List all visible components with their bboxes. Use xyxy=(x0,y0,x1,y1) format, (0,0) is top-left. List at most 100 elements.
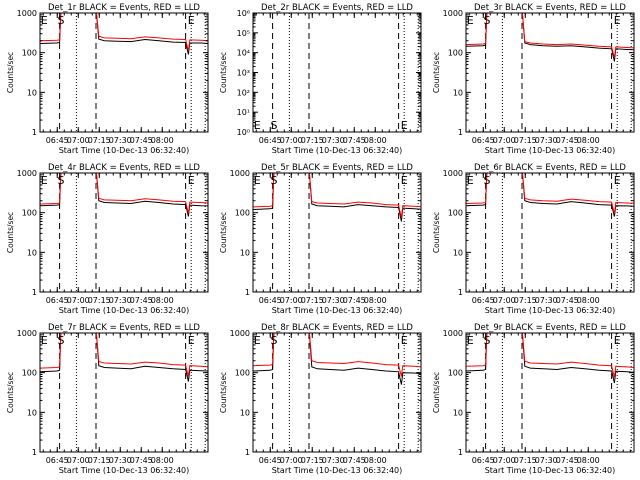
event-marker-e: E xyxy=(41,174,48,187)
chart-title: Det_8r BLACK = Events, RED = LLD xyxy=(261,323,413,333)
y-axis-label: Counts/sec xyxy=(432,52,441,93)
x-axis-label: Start Time (10-Dec-13 06:32:40) xyxy=(59,466,190,475)
plot-frame xyxy=(465,12,635,133)
plot-frame xyxy=(252,172,422,293)
y-tick-label: 1000 xyxy=(443,169,463,178)
y-tick-label: 10 xyxy=(27,248,37,257)
y-tick-label: 100 xyxy=(448,209,463,218)
series-line-lld xyxy=(40,173,208,214)
plot-frame xyxy=(252,12,422,133)
y-axis-label: Counts/sec xyxy=(219,52,228,93)
x-axis-label: Start Time (10-Dec-13 06:32:40) xyxy=(485,466,616,475)
x-tick-label: 08:00 xyxy=(364,296,387,305)
y-axis-label: Counts/sec xyxy=(432,212,441,253)
x-tick-label: 07:15 xyxy=(514,296,537,305)
x-tick-label: 07:15 xyxy=(514,136,537,145)
y-tick-label: 1 xyxy=(458,288,463,297)
event-marker-s: S xyxy=(484,334,491,347)
event-marker-e: E xyxy=(188,334,195,347)
chart-title: Det_1r BLACK = Events, RED = LLD xyxy=(48,3,200,13)
y-tick-label: 100 xyxy=(22,369,37,378)
event-marker-s: S xyxy=(484,14,491,27)
x-axis-label: Start Time (10-Dec-13 06:32:40) xyxy=(272,146,403,155)
event-marker-s: S xyxy=(271,174,278,187)
event-marker-s: S xyxy=(58,174,65,187)
series-line-events xyxy=(253,333,421,385)
chart-title: Det_5r BLACK = Events, RED = LLD xyxy=(261,163,413,173)
x-tick-label: 07:45 xyxy=(556,456,579,465)
event-marker-s: S xyxy=(271,334,278,347)
x-tick-label: 07:30 xyxy=(109,136,132,145)
x-tick-label: 07:30 xyxy=(109,456,132,465)
x-axis-label: Start Time (10-Dec-13 06:32:40) xyxy=(485,306,616,315)
event-marker-s: S xyxy=(484,174,491,187)
y-tick-label: 1000 xyxy=(443,329,463,338)
event-marker-e: E xyxy=(467,14,474,27)
event-marker-e: E xyxy=(467,174,474,187)
y-tick-label: 10 xyxy=(240,408,250,417)
y-tick-label: 10 xyxy=(453,88,463,97)
event-marker-e: E xyxy=(41,14,48,27)
x-tick-label: 07:00 xyxy=(493,296,516,305)
x-tick-label: 07:15 xyxy=(301,456,324,465)
y-tick-label: 100 xyxy=(448,369,463,378)
series-line-events xyxy=(466,13,634,62)
x-tick-label: 07:30 xyxy=(109,296,132,305)
y-tick-label: 10² xyxy=(237,88,250,97)
x-tick-label: 08:00 xyxy=(151,296,174,305)
y-axis-label: Counts/sec xyxy=(432,372,441,413)
plot-frame xyxy=(39,12,209,133)
event-marker-e: E xyxy=(254,174,261,187)
event-marker-e: E xyxy=(41,334,48,347)
x-tick-label: 06:45 xyxy=(259,456,282,465)
y-tick-label: 1000 xyxy=(17,9,37,18)
y-tick-label: 10⁵ xyxy=(237,29,250,38)
plot-frame xyxy=(39,332,209,453)
x-axis-label: Start Time (10-Dec-13 06:32:40) xyxy=(272,306,403,315)
x-tick-label: 07:15 xyxy=(88,136,111,145)
plot-frame xyxy=(465,332,635,453)
x-tick-label: 07:15 xyxy=(88,456,111,465)
x-tick-label: 07:30 xyxy=(322,136,345,145)
y-tick-label: 1 xyxy=(32,448,37,457)
x-tick-label: 06:45 xyxy=(46,296,69,305)
plot-frame xyxy=(39,172,209,293)
x-tick-label: 07:00 xyxy=(67,456,90,465)
y-tick-label: 1 xyxy=(458,448,463,457)
y-tick-label: 10¹ xyxy=(237,108,250,117)
x-tick-label: 06:45 xyxy=(472,456,495,465)
series-line-lld xyxy=(40,13,208,52)
x-tick-label: 07:30 xyxy=(535,296,558,305)
x-axis-label: Start Time (10-Dec-13 06:32:40) xyxy=(59,146,190,155)
x-tick-label: 08:00 xyxy=(577,456,600,465)
event-marker-e: E xyxy=(401,119,408,132)
series-line-lld xyxy=(40,333,208,377)
x-tick-label: 07:00 xyxy=(67,136,90,145)
x-tick-label: 07:45 xyxy=(343,456,366,465)
y-tick-label: 10⁴ xyxy=(237,49,250,58)
event-marker-e: E xyxy=(254,119,261,132)
x-tick-label: 08:00 xyxy=(577,296,600,305)
event-marker-e: E xyxy=(188,14,195,27)
x-tick-label: 07:30 xyxy=(322,296,345,305)
x-tick-label: 06:45 xyxy=(46,136,69,145)
y-tick-label: 10 xyxy=(27,408,37,417)
x-tick-label: 06:45 xyxy=(46,456,69,465)
x-axis-label: Start Time (10-Dec-13 06:32:40) xyxy=(485,146,616,155)
chart-title: Det_3r BLACK = Events, RED = LLD xyxy=(474,3,626,13)
y-axis-label: Counts/sec xyxy=(6,372,15,413)
x-tick-label: 08:00 xyxy=(364,136,387,145)
series-line-events xyxy=(466,333,634,384)
y-tick-label: 10 xyxy=(453,248,463,257)
y-tick-label: 10 xyxy=(27,88,37,97)
y-tick-label: 100 xyxy=(235,369,250,378)
x-tick-label: 07:45 xyxy=(130,296,153,305)
y-tick-label: 1 xyxy=(245,448,250,457)
x-tick-label: 07:15 xyxy=(514,456,537,465)
y-axis-label: Counts/sec xyxy=(219,372,228,413)
